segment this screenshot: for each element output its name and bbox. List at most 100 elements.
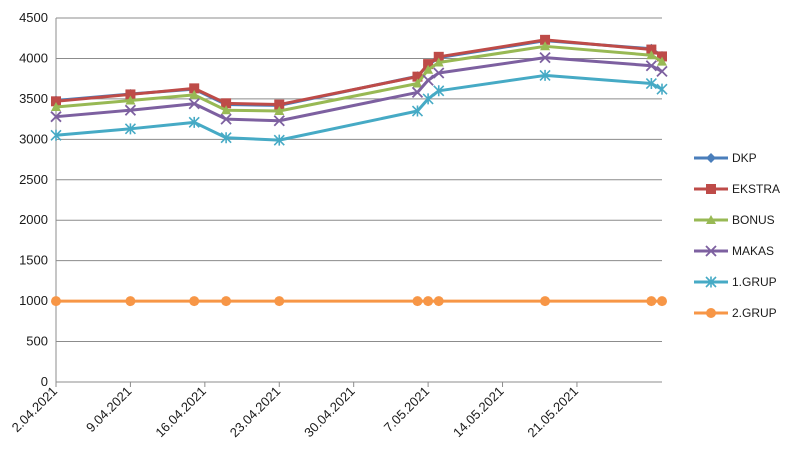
- data-point: [423, 59, 434, 70]
- data-point: [188, 98, 200, 110]
- data-point: [125, 95, 136, 105]
- series-bonus: [51, 41, 667, 116]
- data-point: [221, 296, 232, 307]
- data-point: [706, 153, 716, 163]
- data-point: [125, 296, 136, 307]
- data-point: [433, 296, 444, 307]
- legend-label: 1.GRUP: [732, 275, 777, 289]
- x-tick-label: 16.04.2021: [152, 384, 209, 441]
- data-point: [706, 184, 716, 194]
- data-point: [433, 57, 444, 67]
- data-point: [412, 78, 423, 88]
- data-point: [51, 296, 61, 307]
- x-tick-label: 30.04.2021: [301, 384, 358, 441]
- series-1-grup: [50, 69, 668, 146]
- y-tick-label: 3000: [19, 131, 48, 146]
- y-tick-label: 4000: [19, 50, 48, 65]
- data-point: [273, 134, 285, 146]
- data-point: [221, 105, 232, 115]
- y-tick-label: 1500: [19, 253, 48, 268]
- data-point: [51, 101, 61, 111]
- data-point: [411, 86, 424, 99]
- data-point: [220, 132, 232, 144]
- data-point: [51, 96, 61, 107]
- legend-label: DKP: [732, 151, 757, 165]
- legend-item: DKP: [694, 151, 757, 165]
- data-point: [221, 98, 232, 109]
- data-point: [706, 215, 716, 224]
- y-tick-label: 2500: [19, 172, 48, 187]
- y-tick-label: 3500: [19, 91, 48, 106]
- data-point: [220, 113, 232, 125]
- data-point: [646, 44, 657, 55]
- data-point: [189, 89, 200, 99]
- data-point: [646, 50, 657, 60]
- data-point: [539, 51, 551, 64]
- y-tick-label: 2000: [19, 212, 48, 227]
- data-point: [657, 56, 667, 66]
- data-point: [540, 296, 551, 307]
- y-tick-label: 0: [41, 374, 48, 389]
- data-point: [540, 34, 551, 45]
- legend-item: 2.GRUP: [694, 306, 777, 320]
- data-point: [189, 83, 200, 94]
- data-point: [412, 296, 423, 307]
- legend-label: EKSTRA: [732, 182, 780, 196]
- x-tick-label: 21.05.2021: [524, 384, 581, 441]
- data-point: [422, 93, 434, 105]
- data-point: [422, 74, 434, 86]
- data-point: [657, 296, 667, 307]
- data-point: [274, 106, 285, 116]
- grid-lines: [56, 17, 662, 383]
- data-point: [124, 123, 136, 135]
- legend-label: MAKAS: [732, 244, 774, 258]
- data-point: [188, 116, 200, 128]
- data-point: [645, 77, 657, 90]
- data-point: [423, 64, 434, 74]
- data-point: [50, 111, 62, 123]
- data-point: [274, 296, 285, 307]
- data-point: [705, 276, 717, 288]
- x-tick-label: 9.04.2021: [83, 384, 135, 436]
- data-point: [656, 83, 668, 95]
- data-point: [273, 115, 285, 127]
- series-makas: [50, 51, 668, 127]
- legend: DKP EKSTRA BONUS MAKAS 1.GRUP 2.GRUP: [694, 151, 780, 320]
- legend-item: 1.GRUP: [694, 275, 777, 289]
- data-point: [645, 60, 658, 72]
- data-point: [433, 67, 445, 79]
- plot-series: [50, 34, 668, 307]
- x-tick-label: 23.04.2021: [227, 384, 284, 441]
- legend-item: BONUS: [694, 213, 775, 227]
- data-point: [646, 296, 657, 307]
- legend-label: 2.GRUP: [732, 306, 777, 320]
- data-point: [433, 85, 445, 97]
- data-point: [705, 245, 717, 257]
- data-point: [540, 41, 551, 51]
- data-point: [189, 296, 200, 307]
- y-axis-tick-labels: 0 500 1000 1500 2000 2500 3000 3500 4000 4500: [19, 10, 48, 389]
- x-axis-tick-labels: 2.04.2021 9.04.2021 16.04.2021 23.04.2021 30…: [9, 384, 581, 441]
- legend-item: EKSTRA: [694, 182, 780, 196]
- data-point: [274, 99, 285, 110]
- legend-item: MAKAS: [694, 244, 774, 258]
- y-tick-label: 1000: [19, 293, 48, 308]
- data-point: [433, 51, 444, 62]
- data-point: [411, 105, 424, 117]
- data-point: [125, 89, 136, 100]
- series-2-grup: [51, 296, 667, 307]
- data-point: [423, 296, 434, 307]
- x-tick-label: 14.05.2021: [450, 384, 507, 441]
- series-ekstra: [51, 34, 667, 110]
- x-tick-label: 2.04.2021: [9, 384, 61, 436]
- data-point: [539, 69, 551, 81]
- y-tick-label: 500: [26, 334, 48, 349]
- x-tick-label: 7.05.2021: [381, 384, 433, 436]
- axes: [55, 18, 662, 387]
- legend-label: BONUS: [732, 213, 775, 227]
- data-point: [412, 71, 423, 82]
- data-point: [657, 51, 667, 62]
- data-point: [124, 104, 137, 116]
- data-point: [706, 308, 716, 318]
